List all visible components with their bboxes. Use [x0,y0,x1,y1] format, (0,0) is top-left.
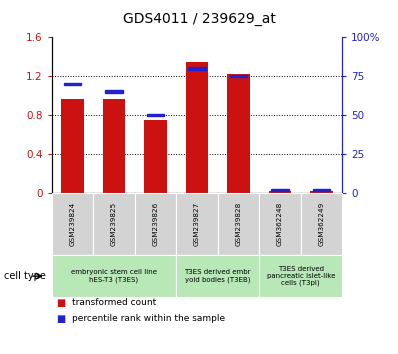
Bar [147,114,164,116]
Text: GDS4011 / 239629_at: GDS4011 / 239629_at [123,12,275,27]
Text: GSM239828: GSM239828 [236,202,242,246]
Bar [185,62,209,193]
Text: GSM239826: GSM239826 [152,202,158,246]
Text: transformed count: transformed count [72,298,156,307]
Text: T3ES derived
pancreatic islet-like
cells (T3pi): T3ES derived pancreatic islet-like cells… [267,266,335,286]
Bar [188,67,206,69]
Text: percentile rank within the sample: percentile rank within the sample [72,314,225,323]
Text: GSM362249: GSM362249 [318,202,324,246]
Bar [64,83,81,85]
Bar [105,91,123,93]
Text: ■: ■ [56,314,65,324]
Bar [313,189,330,191]
Text: ■: ■ [56,298,65,308]
Bar [103,98,125,193]
Text: embryonic stem cell line
hES-T3 (T3ES): embryonic stem cell line hES-T3 (T3ES) [71,269,157,283]
Text: GSM239825: GSM239825 [111,202,117,246]
Text: GSM239824: GSM239824 [70,202,76,246]
Bar [310,191,333,193]
Text: GSM239827: GSM239827 [194,202,200,246]
Bar [230,75,247,77]
Bar [61,98,84,193]
Text: T3ES derived embr
yoid bodies (T3EB): T3ES derived embr yoid bodies (T3EB) [185,269,251,283]
Text: cell type: cell type [4,271,46,281]
Text: GSM362248: GSM362248 [277,202,283,246]
Bar [271,189,289,191]
Bar [269,191,291,193]
Bar [144,120,167,193]
Bar [227,74,250,193]
